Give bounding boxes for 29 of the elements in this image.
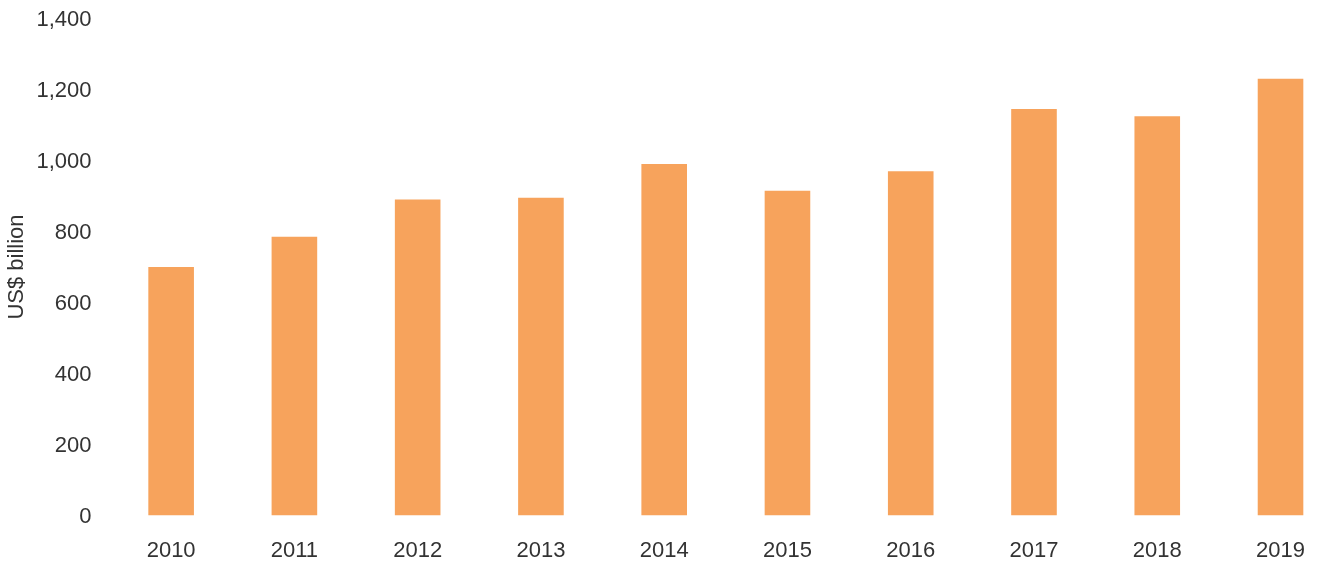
x-tick-label: 2013 — [516, 536, 566, 562]
x-tick-label: 2011 — [270, 536, 319, 562]
bar — [1011, 109, 1057, 516]
y-axis-title: US$ billion — [3, 214, 29, 320]
y-tick-label: 0 — [79, 503, 92, 528]
x-tick-label: 2017 — [1009, 536, 1059, 562]
bar — [148, 267, 194, 516]
x-tick-label: 2019 — [1256, 536, 1305, 562]
bar — [764, 190, 811, 516]
bar — [641, 164, 687, 516]
x-tick-label: 2015 — [762, 536, 812, 562]
y-tick-label: 1,400 — [36, 6, 92, 31]
x-tick-label: 2014 — [639, 536, 689, 562]
y-tick-label: 1,200 — [36, 77, 92, 102]
y-tick-label: 200 — [54, 432, 92, 457]
bar — [271, 236, 318, 516]
bar — [1257, 78, 1304, 516]
x-tick-label: 2012 — [393, 536, 443, 562]
y-tick-label: 400 — [54, 361, 92, 386]
y-tick-label: 600 — [54, 290, 92, 315]
y-tick-label: 800 — [54, 219, 92, 244]
bar — [394, 199, 441, 516]
y-tick-label: 1,000 — [36, 148, 92, 173]
bar — [518, 197, 564, 516]
x-tick-label: 2010 — [146, 536, 196, 562]
x-tick-label: 2018 — [1132, 536, 1182, 562]
bar — [1134, 116, 1181, 516]
x-tick-label: 2016 — [886, 536, 936, 562]
bar — [887, 171, 934, 516]
